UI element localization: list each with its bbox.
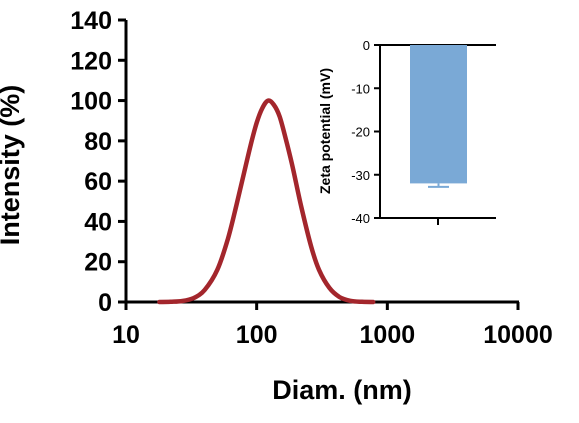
- main-y-tick-label: 100: [70, 88, 112, 116]
- inset-y-tick-label: -10: [351, 81, 370, 96]
- main-y-tick-label: 80: [84, 128, 112, 156]
- main-y-ticks: 0 20 40 60 80 100 120 140: [70, 7, 126, 317]
- inset-y-axis-label: Zeta potential (mV): [317, 68, 333, 194]
- main-y-tick-label: 60: [84, 168, 112, 196]
- main-x-ticks: 10 100 1000 10000: [112, 302, 553, 349]
- main-y-tick-label: 0: [98, 289, 112, 317]
- main-y-tick-label: 20: [84, 249, 112, 277]
- intensity-series-line: [157, 98, 376, 305]
- main-x-tick-label: 10000: [483, 321, 553, 349]
- inset-y-tick-label: 0: [363, 38, 370, 53]
- zeta-bar: [410, 45, 467, 184]
- main-y-tick-label: 120: [70, 47, 112, 75]
- main-x-tick-label: 1000: [360, 321, 416, 349]
- main-x-tick-label: 10: [112, 321, 140, 349]
- inset-bars: [410, 45, 467, 188]
- inset-y-tick-label: -30: [351, 168, 370, 183]
- main-y-tick-label: 40: [84, 208, 112, 236]
- main-y-tick-label: 140: [70, 7, 112, 35]
- inset-y-ticks: 0 -10 -20 -30 -40: [351, 38, 380, 226]
- main-x-tick-label: 100: [236, 321, 278, 349]
- main-y-axis-label: Intensity (%): [0, 85, 25, 246]
- inset-y-tick-label: -20: [351, 125, 370, 140]
- inset-y-tick-label: -40: [351, 211, 370, 226]
- main-x-axis-label: Diam. (nm): [272, 375, 412, 405]
